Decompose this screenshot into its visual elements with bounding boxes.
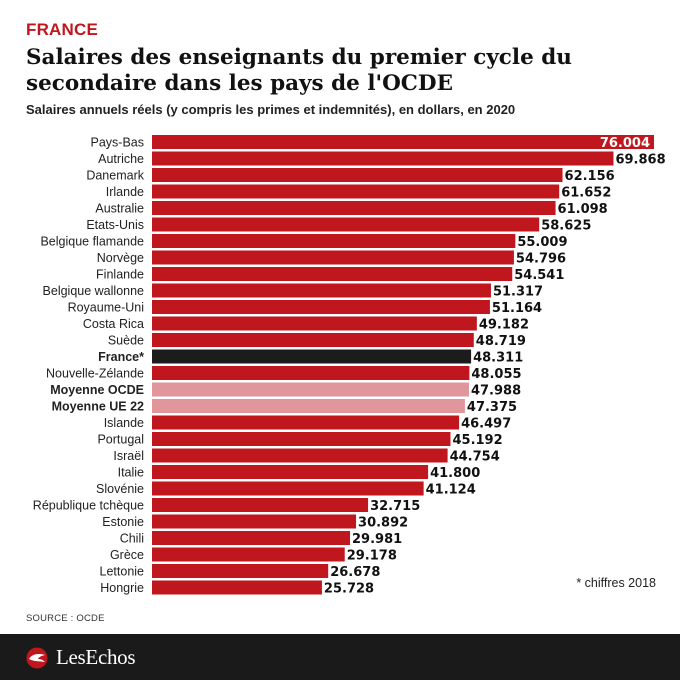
bar-chili xyxy=(152,531,351,545)
bar-danemark xyxy=(152,168,563,182)
value-label-royaume-uni: 51.164 xyxy=(492,301,542,316)
value-label-portugal: 45.192 xyxy=(452,433,502,448)
category-label-italie: Italie xyxy=(118,466,144,480)
value-label-nouvelle-zelande: 48.055 xyxy=(471,367,521,382)
bar-costa-rica xyxy=(152,316,477,331)
value-label-grece: 29.178 xyxy=(347,549,397,564)
value-label-islande: 46.497 xyxy=(461,417,511,432)
bar-lettonie xyxy=(152,564,329,578)
category-label-nouvelle-zelande: Nouvelle-Zélande xyxy=(46,367,144,381)
bar-estonie xyxy=(152,514,357,529)
value-label-lettonie: 26.678 xyxy=(330,565,380,580)
chart-title: Salaires des enseignants du premier cycl… xyxy=(26,45,572,96)
value-label-estonie: 30.892 xyxy=(358,516,408,531)
bar-france xyxy=(152,349,472,364)
category-label-portugal: Portugal xyxy=(97,433,144,447)
category-label-irlande: Irlande xyxy=(106,185,144,199)
category-label-suede: Suède xyxy=(108,334,144,348)
value-label-belgique-flamande: 55.009 xyxy=(517,235,567,250)
category-label-islande: Islande xyxy=(104,416,144,430)
bar-israel xyxy=(152,448,448,463)
echos-bird-icon xyxy=(26,647,48,668)
value-label-norvege: 54.796 xyxy=(516,252,566,267)
value-label-republique-tcheque: 32.715 xyxy=(370,499,420,514)
value-label-australie: 61.098 xyxy=(558,202,608,217)
value-label-etats-unis: 58.625 xyxy=(541,219,591,234)
value-label-moyenne-ue-22: 47.375 xyxy=(467,400,517,415)
category-label-finlande: Finlande xyxy=(96,268,144,282)
category-label-chili: Chili xyxy=(120,532,144,546)
value-label-irlande: 61.652 xyxy=(561,186,611,201)
bar-slovenie xyxy=(152,481,424,496)
category-label-slovenie: Slovénie xyxy=(96,482,144,496)
value-label-danemark: 62.156 xyxy=(565,169,615,184)
category-label-etats-unis: Etats-Unis xyxy=(86,218,144,232)
value-label-pays-bas: 76.004 xyxy=(600,136,650,151)
bar-belgique-wallonne xyxy=(152,283,491,298)
category-label-estonie: Estonie xyxy=(102,515,144,529)
brand-logo[interactable]: LesEchos xyxy=(24,645,136,670)
bar-nouvelle-zelande xyxy=(152,366,470,380)
category-label-israel: Israël xyxy=(113,449,144,463)
category-label-lettonie: Lettonie xyxy=(100,565,145,579)
bar-moyenne-ocde xyxy=(152,382,469,397)
footer-bar: LesEchos xyxy=(0,634,680,680)
bar-finlande xyxy=(152,267,513,281)
bar-suede xyxy=(152,333,474,347)
category-label-belgique-flamande: Belgique flamande xyxy=(40,235,144,249)
value-label-hongrie: 25.728 xyxy=(324,582,374,597)
bar-grece xyxy=(152,547,345,562)
value-label-slovenie: 41.124 xyxy=(426,483,476,498)
value-label-costa-rica: 49.182 xyxy=(479,318,529,333)
bar-australie xyxy=(152,201,556,215)
value-label-suede: 48.719 xyxy=(476,334,526,349)
brand-name: LesEchos xyxy=(56,645,136,669)
value-label-italie: 41.800 xyxy=(430,466,480,481)
bar-pays-bas xyxy=(152,135,654,149)
value-label-israel: 44.754 xyxy=(450,450,500,465)
category-label-costa-rica: Costa Rica xyxy=(83,317,144,331)
value-label-chili: 29.981 xyxy=(352,532,402,547)
bar-republique-tcheque xyxy=(152,498,369,512)
bar-chart: Pays-Bas 76.004 Autriche 69.868 Danemark 62.1… xyxy=(33,135,666,597)
category-label-grece: Grèce xyxy=(110,548,144,562)
category-label-belgique-wallonne: Belgique wallonne xyxy=(43,284,145,298)
category-label-royaume-uni: Royaume-Uni xyxy=(68,301,144,315)
category-label-moyenne-ocde: Moyenne OCDE xyxy=(50,383,144,397)
value-label-autriche: 69.868 xyxy=(615,153,665,168)
category-label-danemark: Danemark xyxy=(86,169,144,183)
bar-norvege xyxy=(152,250,514,265)
bar-hongrie xyxy=(152,580,322,595)
value-label-france: 48.311 xyxy=(473,351,523,366)
bar-italie xyxy=(152,465,429,479)
category-label-pays-bas: Pays-Bas xyxy=(91,136,145,150)
footnote: * chiffres 2018 xyxy=(576,576,656,590)
bar-portugal xyxy=(152,432,451,446)
bar-belgique-flamande xyxy=(152,234,516,248)
bar-royaume-uni xyxy=(152,300,490,314)
value-label-finlande: 54.541 xyxy=(514,268,564,283)
source-note: SOURCE : OCDE xyxy=(26,613,105,624)
value-label-belgique-wallonne: 51.317 xyxy=(493,285,543,300)
bar-autriche xyxy=(152,151,614,166)
category-label-france: France* xyxy=(98,350,144,364)
value-label-moyenne-ocde: 47.988 xyxy=(471,384,521,399)
category-label-australie: Australie xyxy=(95,202,144,216)
category-label-hongrie: Hongrie xyxy=(100,581,144,595)
chart-subtitle: Salaires annuels réels (y compris les pr… xyxy=(26,102,516,117)
bar-moyenne-ue-22 xyxy=(152,399,465,413)
bar-etats-unis xyxy=(152,217,540,232)
kicker-label: FRANCE xyxy=(26,20,99,39)
bar-islande xyxy=(152,415,460,430)
category-label-norvege: Norvège xyxy=(97,251,144,265)
category-label-autriche: Autriche xyxy=(98,152,144,166)
category-label-moyenne-ue-22: Moyenne UE 22 xyxy=(52,400,144,414)
bar-irlande xyxy=(152,184,560,199)
category-label-republique-tcheque: République tchèque xyxy=(33,499,144,513)
